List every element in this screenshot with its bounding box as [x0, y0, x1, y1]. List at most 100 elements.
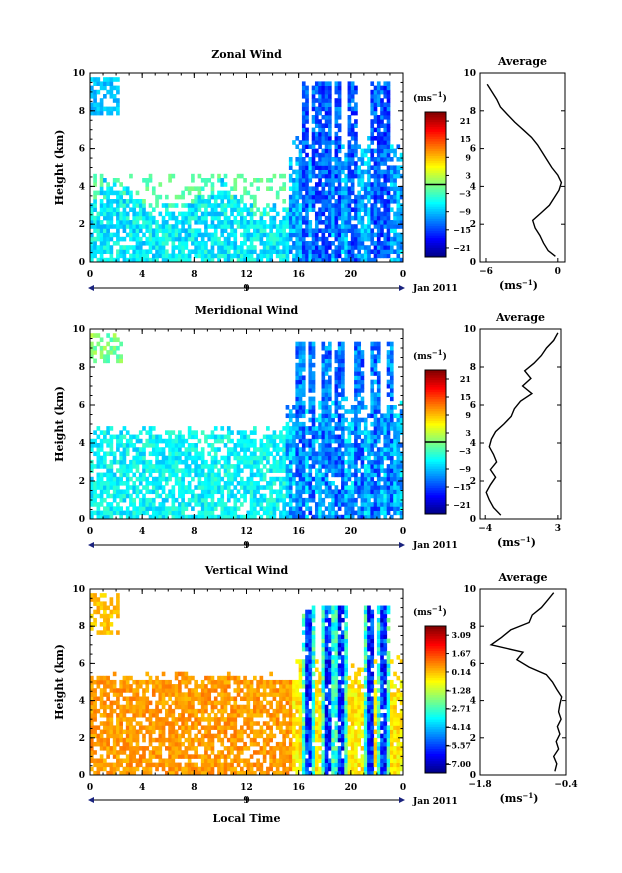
heatmap-cell	[96, 708, 101, 714]
colorbar-bin	[425, 439, 446, 443]
heatmap-cell	[129, 207, 133, 212]
heatmap-cell	[119, 750, 123, 755]
heatmap-cell	[138, 725, 143, 730]
average-y-tick-label: 8	[470, 363, 476, 373]
heatmap-cell	[383, 157, 388, 162]
heatmap-cell	[233, 476, 238, 482]
heatmap-cell	[158, 737, 163, 743]
heatmap-cell	[269, 497, 273, 503]
heatmap-cell	[367, 459, 371, 465]
heatmap-cell	[174, 700, 179, 706]
heatmap-cell	[314, 123, 319, 128]
heatmap-cell	[217, 211, 221, 217]
heatmap-cell	[328, 379, 332, 385]
heatmap-cell	[103, 228, 107, 233]
heatmap-cell	[226, 510, 231, 516]
heatmap-cell	[99, 102, 104, 107]
heatmap-cell	[253, 443, 257, 448]
y-tick-label: 6	[79, 401, 85, 411]
heatmap-cell	[253, 447, 257, 452]
heatmap-cell	[178, 476, 182, 482]
heatmap-cell	[178, 447, 182, 452]
heatmap-cell	[158, 485, 163, 490]
heatmap-cell	[210, 485, 215, 490]
heatmap-cell	[109, 186, 114, 191]
colorbar-bin	[425, 194, 446, 198]
heatmap-cell	[295, 375, 300, 381]
heatmap-cell	[181, 241, 185, 246]
heatmap-cell	[125, 451, 130, 457]
heatmap-cell	[324, 438, 329, 444]
heatmap-cell	[363, 468, 368, 473]
heatmap-cell	[376, 123, 381, 128]
heatmap-cell	[337, 157, 342, 162]
heatmap-cell	[376, 405, 381, 410]
heatmap-cell	[161, 696, 166, 701]
heatmap-cell	[164, 232, 169, 238]
heatmap-cell	[142, 766, 146, 772]
heatmap-cell	[249, 249, 254, 254]
heatmap-cell	[148, 737, 153, 743]
heatmap-cell	[171, 733, 176, 739]
heatmap-cell	[321, 502, 326, 507]
heatmap-cell	[386, 224, 391, 229]
heatmap-cell	[194, 514, 198, 520]
heatmap-cell	[220, 497, 225, 503]
heatmap-cell	[354, 345, 358, 351]
heatmap-cell	[112, 199, 117, 204]
heatmap-cell	[298, 358, 303, 364]
heatmap-cell	[279, 468, 283, 473]
heatmap-cell	[292, 224, 296, 229]
heatmap-cell	[373, 367, 378, 372]
heatmap-cell	[295, 481, 300, 486]
heatmap-cell	[210, 464, 215, 469]
heatmap-cell	[96, 245, 101, 250]
heatmap-cell	[220, 510, 225, 516]
heatmap-cell	[341, 383, 345, 389]
heatmap-cell	[367, 245, 371, 250]
heatmap-cell	[161, 257, 166, 263]
heatmap-cell	[220, 224, 225, 229]
heatmap-cell	[344, 178, 348, 183]
heatmap-cell	[129, 510, 133, 516]
heatmap-cell	[109, 345, 114, 351]
heatmap-cell	[272, 468, 277, 473]
heatmap-cell	[367, 236, 371, 242]
heatmap-cell	[155, 766, 159, 772]
heatmap-cell	[288, 430, 293, 435]
heatmap-cell	[393, 186, 397, 191]
heatmap-cell	[295, 472, 300, 478]
heatmap-cell	[354, 375, 358, 381]
heatmap-cell	[341, 215, 345, 221]
heatmap-cell	[181, 257, 185, 263]
heatmap-cell	[370, 220, 375, 225]
heatmap-cell	[386, 173, 391, 179]
heatmap-cell	[217, 481, 221, 486]
heatmap-cell	[282, 426, 287, 431]
heatmap-cell	[373, 392, 378, 397]
heatmap-cell	[311, 245, 316, 250]
heatmap-cell	[331, 497, 335, 503]
heatmap-cell	[112, 345, 117, 351]
heatmap-cell	[354, 392, 358, 397]
heatmap-cell	[191, 232, 195, 238]
heatmap-cell	[288, 506, 293, 511]
heatmap-cell	[269, 510, 273, 516]
heatmap-cell	[331, 157, 335, 162]
heatmap-cell	[151, 241, 156, 246]
heatmap-cell	[337, 400, 342, 406]
heatmap-cell	[360, 148, 365, 154]
heatmap-cell	[334, 405, 339, 410]
heatmap-cell	[337, 497, 342, 503]
heatmap-cell	[99, 741, 104, 747]
heatmap-cell	[341, 358, 345, 364]
heatmap-cell	[311, 253, 316, 259]
heatmap-cell	[226, 506, 231, 511]
heatmap-cell	[331, 253, 335, 259]
heatmap-cell	[341, 144, 345, 149]
heatmap-cell	[161, 506, 166, 511]
heatmap-cell	[191, 468, 195, 473]
heatmap-cell	[337, 148, 342, 154]
heatmap-cell	[168, 733, 172, 739]
heatmap-cell	[272, 510, 277, 516]
